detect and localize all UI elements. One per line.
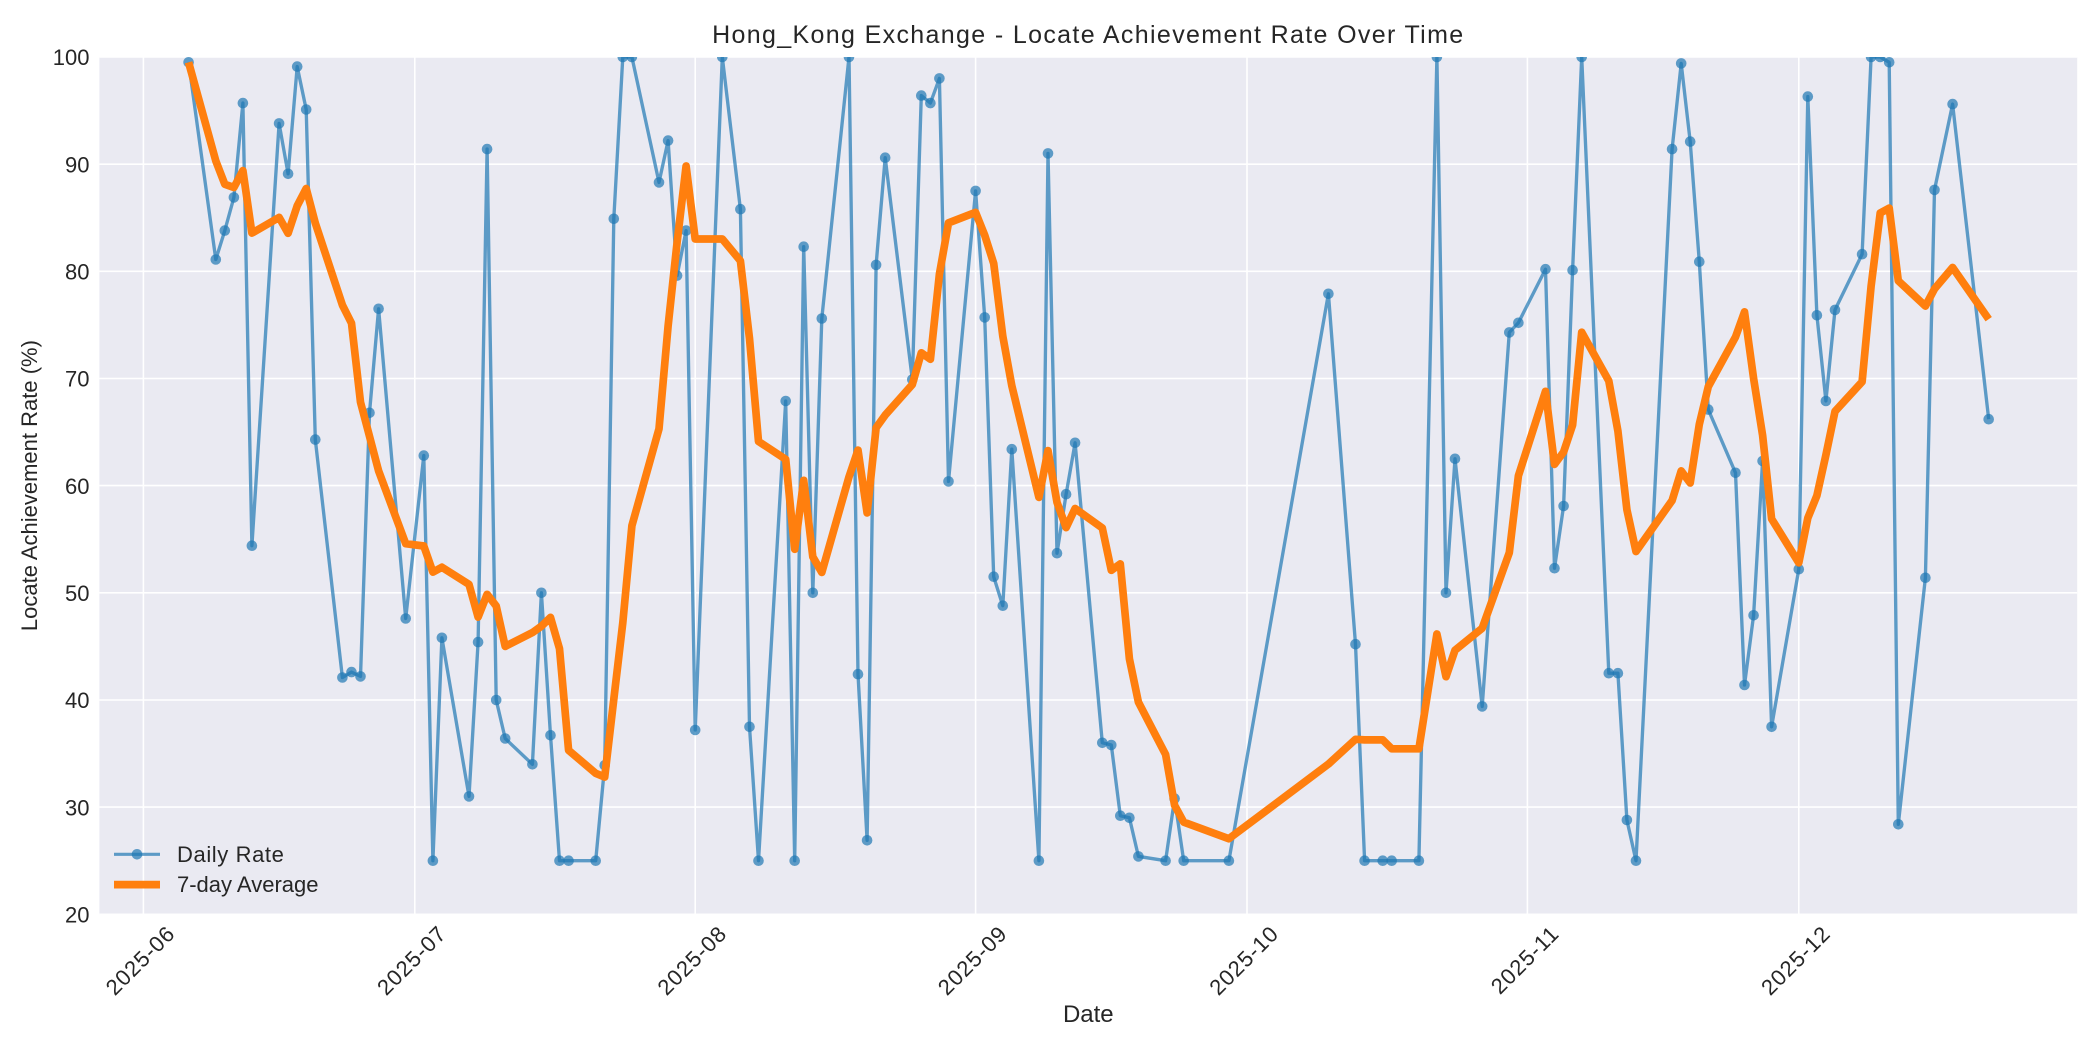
svg-text:40: 40 xyxy=(65,688,89,713)
svg-text:Daily Rate: Daily Rate xyxy=(177,842,284,867)
svg-text:Hong_Kong Exchange - Locate Ac: Hong_Kong Exchange - Locate Achievement … xyxy=(712,21,1464,49)
svg-text:60: 60 xyxy=(65,474,89,499)
svg-text:20: 20 xyxy=(65,903,89,928)
svg-text:Locate Achievement Rate (%): Locate Achievement Rate (%) xyxy=(17,340,42,631)
svg-text:80: 80 xyxy=(65,260,89,285)
svg-text:70: 70 xyxy=(65,367,89,392)
svg-text:30: 30 xyxy=(65,795,89,820)
svg-text:100: 100 xyxy=(53,45,90,70)
svg-text:50: 50 xyxy=(65,581,89,606)
svg-text:90: 90 xyxy=(65,152,89,177)
svg-text:7-day Average: 7-day Average xyxy=(177,872,318,897)
svg-text:Date: Date xyxy=(1063,1001,1114,1028)
